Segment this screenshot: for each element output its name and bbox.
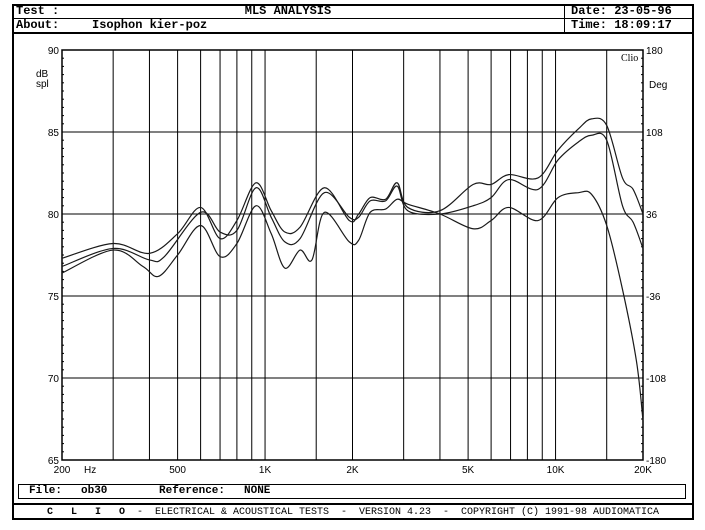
y2-tick-label: -108 [646, 374, 666, 385]
reference-value: NONE [244, 485, 271, 497]
x-tick-label: 10K [547, 465, 565, 476]
y-axis-label-unit: dB [36, 69, 49, 80]
chart-title: MLS ANALYSIS [244, 4, 332, 18]
y2-tick-label: -180 [646, 456, 666, 467]
time-label: Time: [571, 18, 608, 32]
series-line-curve-2 [61, 132, 644, 268]
about-label: About: [16, 18, 60, 32]
y-tick-label: 80 [48, 210, 60, 221]
y-tick-label: 75 [48, 292, 60, 303]
date-value: 23-05-96 [614, 4, 672, 18]
test-label: Test : [16, 4, 60, 18]
reference-label: Reference: [159, 485, 226, 497]
y2-tick-label: 180 [646, 46, 663, 57]
header-row-test: Test : MLS ANALYSIS Date: 23-05-96 [12, 4, 694, 19]
footer-brand: C L I O [46, 507, 131, 518]
file-bar: File: ob30 Reference: NONE [18, 484, 686, 499]
x-tick-label: 500 [169, 465, 186, 476]
plot-area [61, 49, 644, 461]
x-tick-label: 1K [259, 465, 272, 476]
x-tick-label: 200 [54, 465, 71, 476]
series-line-curve-1 [61, 117, 644, 259]
time-value: 18:09:17 [614, 18, 672, 32]
file-value: ob30 [81, 485, 108, 497]
series-line-curve-3 [61, 190, 644, 421]
footer-text: - ELECTRICAL & ACOUSTICAL TESTS - VERSIO… [130, 507, 660, 518]
y-axis-label-quantity: spl [36, 79, 49, 90]
y2-tick-label: 36 [646, 210, 658, 221]
y-tick-label: 70 [48, 374, 60, 385]
y2-axis-label: Deg [649, 80, 667, 91]
window-frame [12, 4, 694, 520]
x-tick-label: 2K [346, 465, 359, 476]
about-value: Isophon kier-poz [92, 18, 208, 32]
x-axis-label: Hz [84, 465, 96, 476]
file-label: File: [29, 485, 63, 497]
x-tick-label: 5K [462, 465, 475, 476]
y2-tick-label: 108 [646, 128, 663, 139]
date-label: Date: [571, 4, 608, 18]
header-row-about: About: Isophon kier-poz Time: 18:09:17 [12, 18, 694, 34]
clio-badge: Clio [621, 53, 638, 64]
date-field: Date: 23-05-96 [564, 4, 694, 18]
y-tick-label: 65 [48, 456, 60, 467]
footer: C L I O - ELECTRICAL & ACOUSTICAL TESTS … [12, 503, 694, 520]
y-tick-label: 85 [48, 128, 60, 139]
y2-tick-label: -36 [646, 292, 661, 303]
time-field: Time: 18:09:17 [564, 18, 694, 32]
x-tick-label: 20K [634, 465, 652, 476]
y-tick-label: 90 [48, 46, 60, 57]
